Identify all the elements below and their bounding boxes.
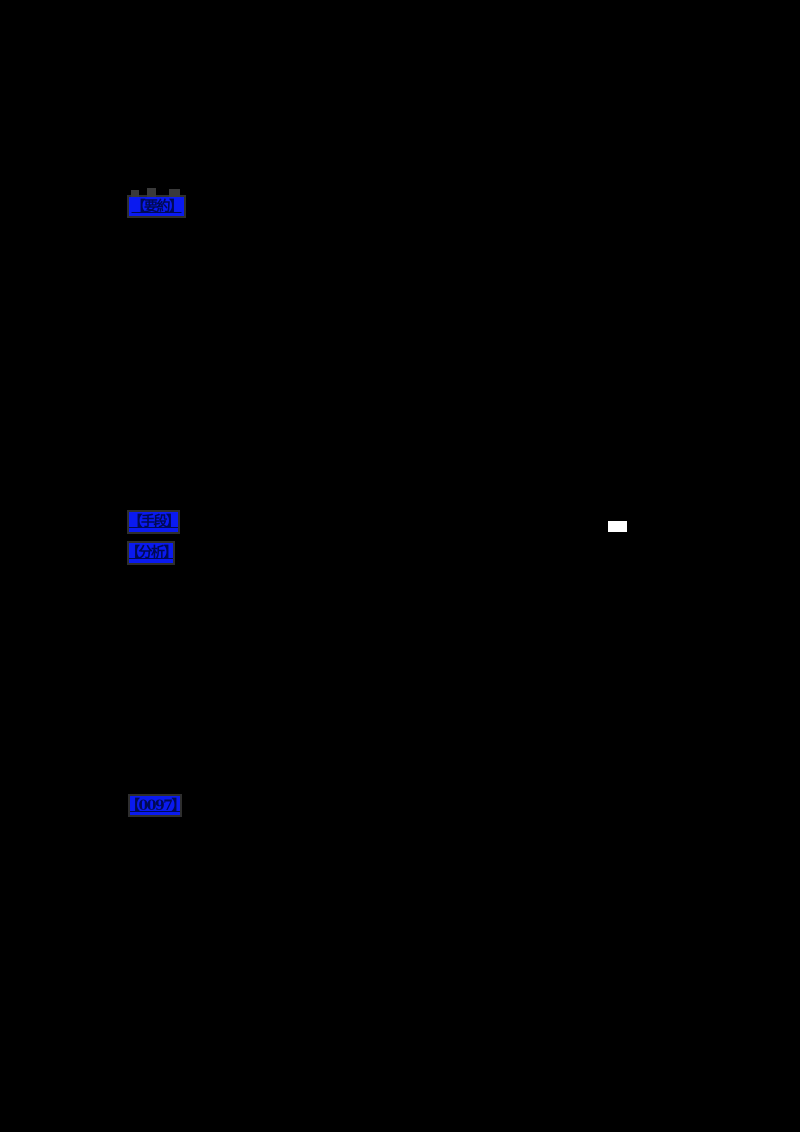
paragraph-link-4[interactable]: 【0097】 xyxy=(128,794,182,817)
white-marker xyxy=(608,521,627,532)
paragraph-link-1[interactable]: 【要約】 xyxy=(127,195,186,218)
paragraph-link-2[interactable]: 【手段】 xyxy=(127,510,180,534)
text-ascender-fragment xyxy=(169,189,180,197)
text-ascender-fragment xyxy=(147,188,156,197)
paragraph-link-3[interactable]: 【分析】 xyxy=(127,541,175,565)
text-ascender-fragment xyxy=(131,190,139,197)
